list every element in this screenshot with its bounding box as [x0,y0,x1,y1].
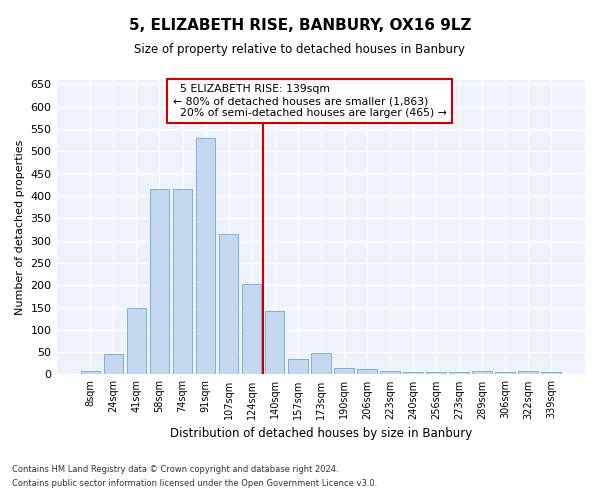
Bar [149,190,169,374]
Bar [173,190,193,374]
Bar [242,284,262,374]
Bar [311,353,331,374]
Bar [219,234,238,374]
Bar [496,372,515,374]
Bar [127,308,146,374]
Bar [426,372,446,374]
X-axis label: Distribution of detached houses by size in Banbury: Distribution of detached houses by size … [170,427,472,440]
Text: 5, ELIZABETH RISE, BANBURY, OX16 9LZ: 5, ELIZABETH RISE, BANBURY, OX16 9LZ [129,18,471,32]
Text: Contains public sector information licensed under the Open Government Licence v3: Contains public sector information licen… [12,479,377,488]
Bar [104,354,123,374]
Y-axis label: Number of detached properties: Number of detached properties [15,140,25,315]
Text: Contains HM Land Registry data © Crown copyright and database right 2024.: Contains HM Land Registry data © Crown c… [12,466,338,474]
Bar [403,372,423,374]
Text: Size of property relative to detached houses in Banbury: Size of property relative to detached ho… [134,42,466,56]
Bar [541,372,561,374]
Bar [449,372,469,374]
Bar [80,371,100,374]
Bar [380,371,400,374]
Bar [334,368,353,374]
Bar [357,368,377,374]
Bar [196,138,215,374]
Bar [518,371,538,374]
Bar [265,310,284,374]
Bar [288,359,308,374]
Bar [472,371,492,374]
Text: 5 ELIZABETH RISE: 139sqm
← 80% of detached houses are smaller (1,863)
  20% of s: 5 ELIZABETH RISE: 139sqm ← 80% of detach… [173,84,446,117]
